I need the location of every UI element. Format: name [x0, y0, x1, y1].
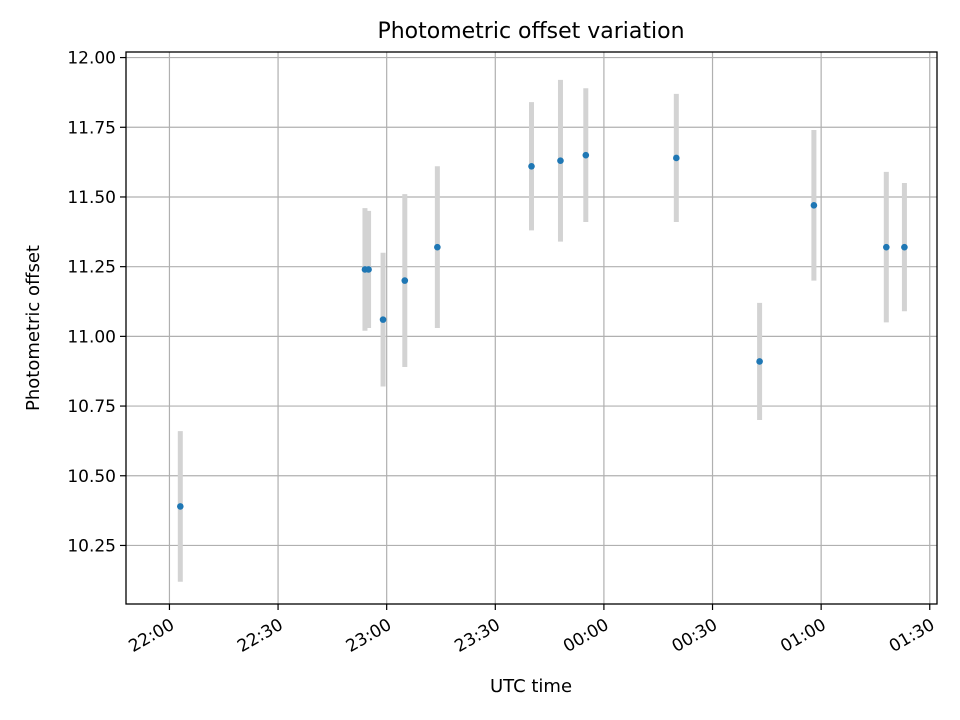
data-point	[379, 316, 387, 323]
y-tick-label: 10.50	[67, 467, 116, 487]
x-tick-label: 22:30	[234, 615, 286, 657]
data-point	[901, 243, 908, 251]
plot-frame	[125, 51, 938, 605]
y-tick-label: 11.25	[67, 258, 116, 278]
data-point	[365, 266, 372, 273]
x-tick-label: 23:30	[451, 615, 503, 657]
data-point	[177, 503, 184, 510]
y-axis-label: Photometric offset	[23, 245, 44, 411]
data-point	[401, 277, 409, 284]
x-tick-label: 00:30	[669, 615, 721, 657]
y-tick-label: 11.50	[67, 188, 116, 208]
x-axis: 22:00 22:30 23:00 23:30 00:00 00:30 01:00 01:30	[126, 604, 938, 657]
x-tick-label: 22:00	[126, 615, 178, 657]
y-tick-label: 10.25	[67, 536, 116, 556]
data-point	[883, 243, 890, 251]
x-tick-label: 01:00	[777, 615, 829, 657]
data-point	[528, 163, 535, 170]
y-axis: 10.25 10.50 10.75 11.00 11.25 11.50 11.75 12.00	[67, 49, 126, 556]
data-point	[810, 202, 818, 209]
chart-title: Photometric offset variation	[377, 19, 684, 44]
data-point	[434, 243, 441, 251]
x-tick-label: 01:30	[886, 615, 938, 657]
error-bars	[177, 79, 907, 582]
y-tick-label: 10.75	[67, 397, 116, 417]
x-tick-label: 00:00	[560, 615, 612, 657]
y-tick-label: 11.75	[67, 118, 116, 138]
data-point	[582, 151, 590, 159]
y-tick-label: 12.00	[67, 49, 116, 69]
data-points	[177, 151, 908, 510]
data-point	[557, 157, 564, 165]
y-tick-label: 11.00	[67, 327, 116, 347]
data-point	[756, 358, 763, 365]
data-point	[673, 154, 680, 162]
x-tick-label: 23:00	[343, 615, 395, 657]
x-axis-label: UTC time	[490, 676, 572, 697]
